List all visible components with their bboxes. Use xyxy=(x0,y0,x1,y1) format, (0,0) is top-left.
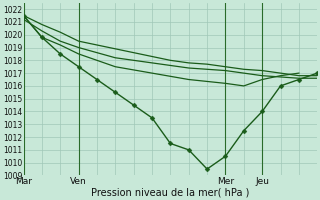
X-axis label: Pression niveau de la mer( hPa ): Pression niveau de la mer( hPa ) xyxy=(91,187,250,197)
